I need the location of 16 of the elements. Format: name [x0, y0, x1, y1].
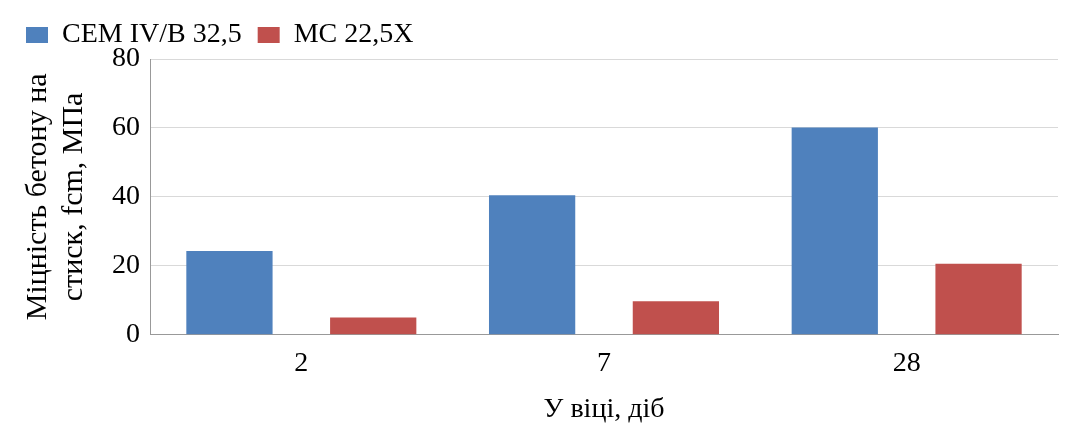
y-tick-label: 60 [112, 110, 140, 142]
x-tick-label: 28 [892, 345, 921, 377]
y-tick-label: 20 [112, 248, 140, 280]
x-tick-label: 2 [294, 345, 309, 377]
y-axis-title: Міцність бетону на стиск, fcm, МПа [18, 73, 88, 321]
y-tick-label: 0 [126, 317, 140, 349]
bar [330, 317, 417, 335]
bar [791, 127, 878, 335]
x-tick-label: 7 [597, 345, 611, 377]
bar [935, 263, 1022, 335]
x-axis-title: У віці, діб [543, 391, 665, 423]
bar [186, 251, 273, 335]
bar [488, 195, 576, 335]
y-tick-label: 40 [112, 179, 140, 211]
legend-label: МС 22,5Х [293, 17, 414, 49]
bar [632, 301, 720, 335]
